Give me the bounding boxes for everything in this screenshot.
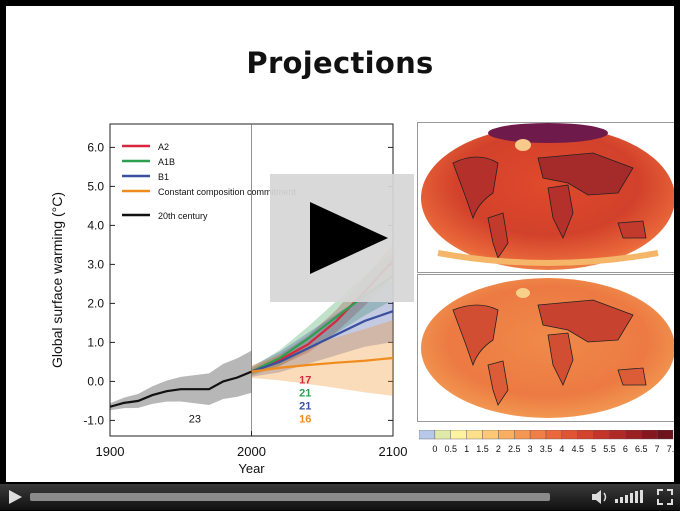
y-tick-label: 0.0	[87, 374, 104, 388]
fullscreen-icon	[657, 489, 673, 505]
legend-label: 20th century	[158, 211, 208, 221]
colorbar-tick-label: 7.5	[667, 444, 674, 454]
colorbar-cell	[529, 430, 547, 440]
legend-label: Constant composition commitment	[158, 187, 297, 197]
series-line	[251, 310, 394, 373]
uncertainty-band	[110, 350, 252, 411]
colorbar-tick-label: 2	[496, 444, 501, 454]
progress-bar[interactable]	[30, 493, 550, 501]
colorbar-tick-label: 3	[528, 444, 533, 454]
colorbar-cell	[498, 430, 515, 440]
y-tick-label: 2.0	[87, 296, 104, 310]
play-icon	[9, 490, 22, 504]
colorbar-tick-label: 4.5	[571, 444, 584, 454]
play-icon	[310, 202, 388, 274]
colorbar-tick-label: 3.5	[540, 444, 553, 454]
colorbar-cell	[434, 430, 451, 440]
colorbar-cell	[609, 430, 626, 440]
colorbar-tick-label: 0.5	[444, 444, 457, 454]
uncertainty-band	[251, 320, 393, 396]
y-tick-label: -1.0	[83, 413, 104, 427]
colorbar: 0 0.5 1 1.5 2 2.5 3 3.5 4 4.5 5 5.5 6 6.5 7 7.5	[419, 430, 674, 454]
model-count: 23	[189, 413, 201, 425]
play-button[interactable]	[6, 488, 24, 511]
map-bottom-image	[417, 274, 674, 422]
y-tick-label: 1.0	[87, 335, 104, 349]
colorbar-tick-label: 6	[623, 444, 628, 454]
colorbar-tick-label: 1	[464, 444, 469, 454]
y-tick-label: 6.0	[87, 140, 104, 154]
y-tick-label: 4.0	[87, 218, 104, 232]
y-tick-label: 5.0	[87, 179, 104, 193]
colorbar-tick-label: 7	[655, 444, 660, 454]
colorbar-cell	[482, 430, 499, 440]
colorbar-cell	[561, 430, 578, 440]
colorbar-cell	[466, 430, 483, 440]
model-count: 21	[299, 387, 311, 399]
x-tick-label: 1900	[96, 444, 125, 459]
map-top-image	[417, 122, 674, 273]
legend-label: A2	[158, 142, 169, 152]
slide: Projections 6.0 5.0 4.0 3.0 2.0 1.0 0.0 -1.0 190…	[6, 6, 674, 482]
volume-slider[interactable]	[614, 489, 650, 510]
series-line	[251, 356, 394, 373]
colorbar-tick-label: 4	[559, 444, 564, 454]
series-line	[109, 370, 252, 408]
slide-title: Projections	[246, 46, 434, 80]
colorbar-cell	[625, 430, 642, 440]
colorbar-cell	[593, 430, 610, 440]
legend-label: A1B	[158, 157, 175, 167]
volume-button[interactable]	[590, 488, 610, 511]
colorbar-cell	[577, 430, 594, 440]
colorbar-tick-label: 6.5	[635, 444, 648, 454]
model-count: 17	[299, 374, 311, 386]
x-tick-label: 2000	[237, 444, 266, 459]
x-axis-label: Year	[238, 461, 265, 476]
colorbar-cell	[450, 430, 467, 440]
speaker-icon	[592, 490, 607, 504]
colorbar-tick-label: 0	[432, 444, 437, 454]
colorbar-tick-label: 1.5	[476, 444, 489, 454]
colorbar-tick-label: 2.5	[508, 444, 521, 454]
model-count: 16	[299, 413, 311, 425]
colorbar-tick-label: 5	[591, 444, 596, 454]
y-tick-label: 3.0	[87, 257, 104, 271]
legend-label: B1	[158, 172, 169, 182]
player-controls	[0, 484, 680, 510]
play-overlay-button[interactable]	[270, 174, 414, 302]
y-axis-label: Global surface warming (°C)	[49, 192, 65, 368]
model-count: 21	[299, 400, 311, 412]
colorbar-cell	[641, 430, 658, 440]
x-tick-label: 2100	[379, 444, 408, 459]
colorbar-cell	[656, 430, 674, 440]
colorbar-cell	[545, 430, 563, 440]
colorbar-tick-label: 5.5	[603, 444, 616, 454]
fullscreen-button[interactable]	[656, 488, 674, 511]
colorbar-cell	[419, 430, 436, 440]
colorbar-cell	[514, 430, 531, 440]
